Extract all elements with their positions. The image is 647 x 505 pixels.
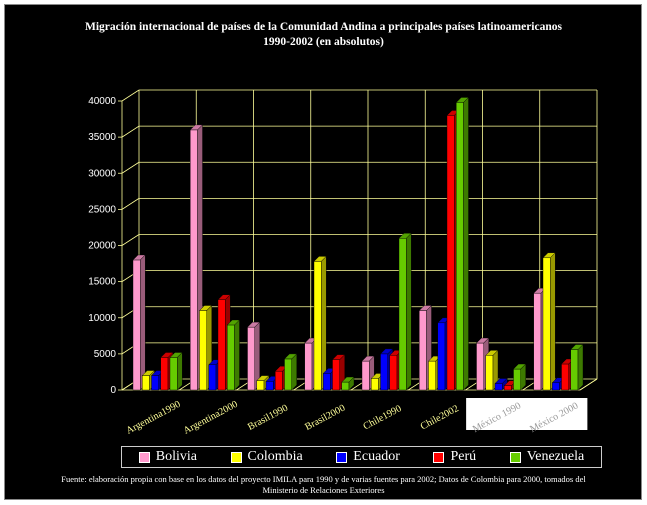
bar-perú [160, 357, 169, 391]
legend-item: Perú [433, 449, 476, 465]
x-tick-label: Brasil2000 [303, 403, 347, 433]
bar-perú [275, 371, 283, 391]
legend-label: Perú [450, 449, 477, 464]
legend-label: Colombia [247, 449, 303, 464]
y-tick-label: 35000 [88, 132, 116, 143]
bar-colombia [142, 375, 150, 391]
bar-ecuador [380, 353, 388, 391]
legend-item: Ecuador [336, 449, 400, 465]
legend-item: Bolivia [138, 449, 197, 465]
bar-side [321, 255, 327, 391]
bar-perú [561, 363, 569, 391]
x-tick-label: Argentina2000 [182, 399, 240, 437]
legend-label: Bolivia [155, 449, 197, 464]
chart-title-line1: Migración internacional de países de la … [85, 21, 562, 33]
legend-item: Colombia [230, 449, 303, 465]
category-label-box [523, 398, 588, 430]
legend-swatch [138, 451, 150, 463]
y-tick-label: 0 [110, 385, 116, 396]
bar-side [140, 254, 146, 391]
bar-colombia [428, 360, 436, 391]
bar-colombia [542, 257, 551, 391]
y-tick-label: 30000 [88, 168, 116, 179]
x-tick-label: Chile1990 [361, 403, 403, 432]
x-tick-label: Argentina1990 [124, 399, 182, 437]
chart-title: Migración internacional de países de la … [0, 20, 647, 50]
bar-perú [332, 359, 340, 391]
bar-side [348, 376, 355, 391]
bar-bolivia [419, 310, 427, 391]
bar-ecuador [323, 373, 331, 391]
legend-label: Venezuela [526, 449, 585, 464]
bar-venezuela [284, 358, 292, 391]
y-tick-label: 5000 [94, 349, 117, 360]
bar-venezuela [570, 349, 579, 391]
y-tick-label: 20000 [88, 241, 116, 252]
legend-item: Venezuela [509, 449, 585, 465]
bar-colombia [199, 310, 207, 391]
bar-colombia [371, 378, 379, 391]
y-tick-label: 25000 [88, 204, 116, 215]
bar-side [177, 352, 183, 391]
bar-bolivia [304, 342, 313, 391]
bar-ecuador [265, 381, 274, 391]
gridline-depth [121, 125, 140, 138]
bar-venezuela [513, 368, 521, 391]
bar-venezuela [456, 102, 464, 391]
bar-side [577, 344, 584, 391]
x-tick-label: Brasil1990 [246, 403, 290, 433]
gridline-depth [121, 89, 140, 102]
bar-venezuela [341, 381, 350, 391]
gridline-depth [121, 198, 140, 210]
bar-bolivia [132, 259, 141, 391]
x-tick-label: Chile2002 [419, 403, 461, 432]
legend-swatch [509, 451, 521, 463]
bar-bolivia [476, 342, 484, 391]
bar-ecuador [208, 364, 217, 391]
y-tick-label: 40000 [88, 96, 116, 107]
bar-bolivia [533, 292, 542, 391]
bar-perú [217, 299, 226, 391]
bar-side [234, 319, 240, 391]
bar-ecuador [151, 375, 159, 391]
bar-perú [389, 355, 398, 391]
bar-side [463, 96, 469, 391]
y-tick-label: 15000 [88, 277, 116, 288]
y-tick-label: 10000 [88, 313, 116, 324]
bar-ecuador [494, 383, 503, 391]
bar-venezuela [398, 238, 407, 391]
bar-side [291, 353, 297, 391]
floor-divider [579, 378, 598, 391]
bar-side [520, 363, 526, 391]
bar-ecuador [437, 322, 446, 391]
source-note: Fuente: elaboración propia con base en l… [61, 474, 586, 495]
bar-perú [504, 385, 512, 391]
bar-perú [446, 115, 455, 391]
bar-colombia [485, 355, 494, 391]
bar-colombia [313, 261, 322, 391]
bar-venezuela [227, 324, 235, 391]
gridline-depth [121, 234, 140, 246]
bar-ecuador [552, 382, 560, 391]
bar-colombia [256, 380, 265, 391]
category-label-box [466, 398, 531, 430]
bar-bolivia [247, 326, 255, 391]
bar-venezuela [169, 357, 178, 391]
bar-side [406, 232, 412, 391]
bar-bolivia [361, 360, 370, 391]
bar-side [550, 252, 556, 391]
legend-label: Ecuador [353, 449, 400, 464]
legend-swatch [230, 451, 242, 463]
legend-swatch [433, 451, 445, 463]
legend-swatch [336, 451, 348, 463]
bar-bolivia [190, 129, 198, 391]
chart-title-line2: 1990-2002 (en absolutos) [263, 36, 384, 48]
gridline-depth [121, 161, 140, 174]
legend: Bolivia Colombia Ecuador Perú Venezuela [121, 446, 602, 468]
